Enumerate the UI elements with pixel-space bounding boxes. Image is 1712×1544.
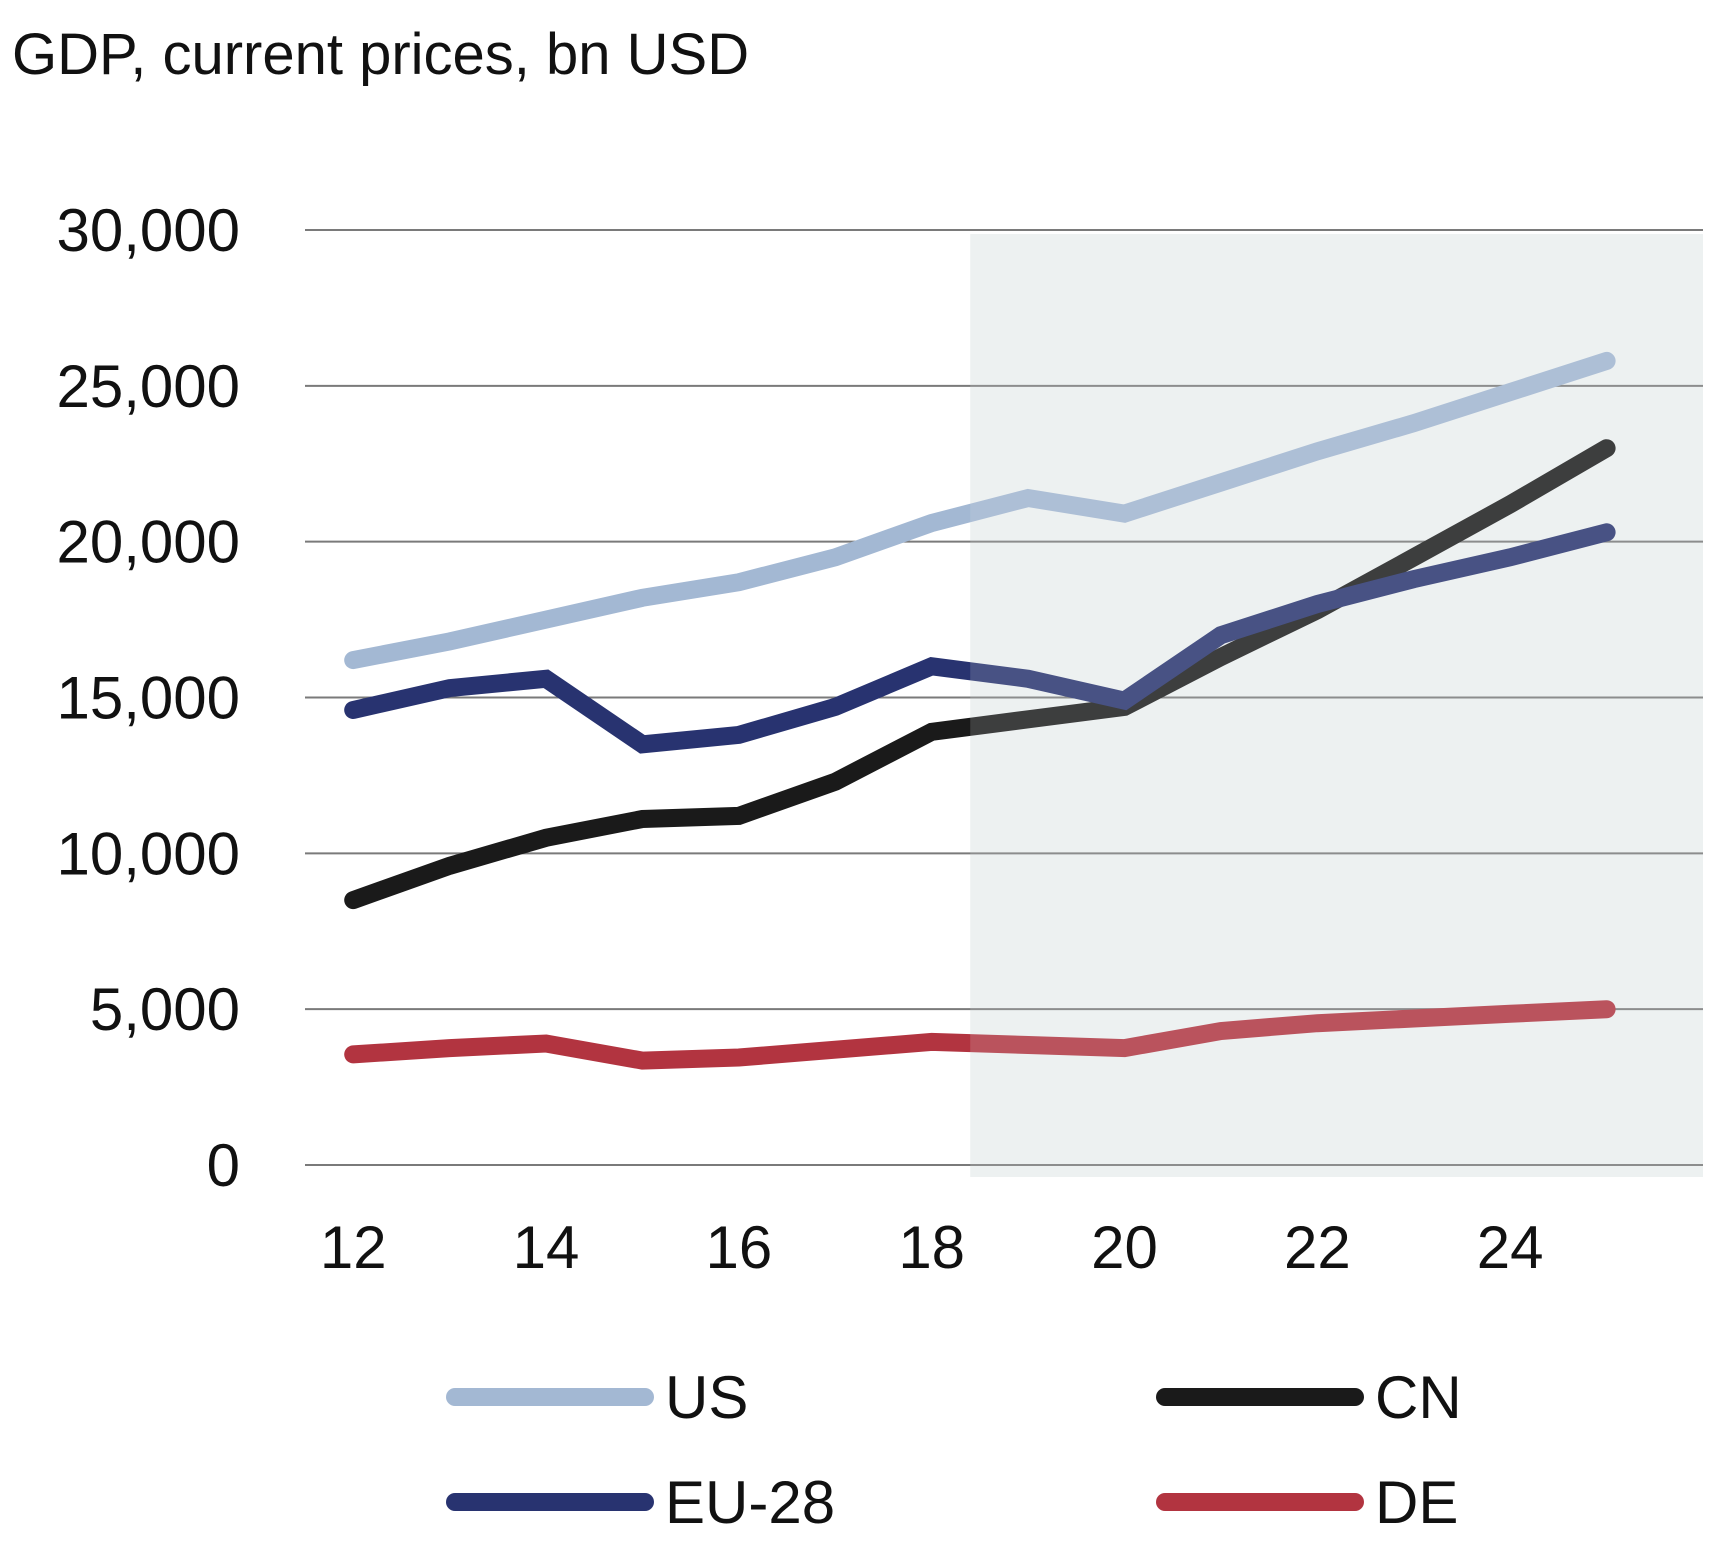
legend-label-us: US bbox=[665, 1364, 748, 1431]
y-axis-tick-labels: 0 5,000 10,000 15,000 20,000 25,000 30,000 bbox=[56, 197, 240, 1199]
series-line-de bbox=[344, 1000, 1616, 1070]
series-line-cn bbox=[344, 439, 1616, 910]
legend-label-de: DE bbox=[1375, 1469, 1458, 1536]
series-lines bbox=[344, 234, 1703, 1177]
series-line-us bbox=[344, 351, 1616, 670]
y-tick-label: 25,000 bbox=[56, 353, 240, 420]
series-line-eu-28 bbox=[344, 523, 1616, 754]
x-tick-label: 24 bbox=[1477, 1214, 1544, 1281]
x-tick-label: 16 bbox=[705, 1214, 772, 1281]
x-tick-label: 12 bbox=[320, 1214, 387, 1281]
gridlines bbox=[305, 229, 1703, 1166]
y-tick-label: 5,000 bbox=[90, 976, 240, 1043]
y-tick-label: 15,000 bbox=[56, 665, 240, 732]
y-tick-label: 20,000 bbox=[56, 509, 240, 576]
x-axis-tick-labels: 12 14 16 18 20 22 24 bbox=[320, 1214, 1544, 1281]
x-tick-label: 18 bbox=[898, 1214, 965, 1281]
chart-title: GDP, current prices, bn USD bbox=[12, 22, 749, 87]
y-tick-label: 30,000 bbox=[56, 197, 240, 264]
y-tick-label: 0 bbox=[207, 1132, 240, 1199]
forecast-overlay bbox=[970, 234, 1703, 1177]
legend: US CN EU-28 DE bbox=[446, 1364, 1462, 1536]
x-tick-label: 14 bbox=[513, 1214, 580, 1281]
legend-label-cn: CN bbox=[1375, 1364, 1462, 1431]
legend-label-eu-28: EU-28 bbox=[665, 1469, 835, 1536]
y-tick-label: 10,000 bbox=[56, 820, 240, 887]
x-tick-label: 22 bbox=[1284, 1214, 1351, 1281]
x-tick-label: 20 bbox=[1091, 1214, 1158, 1281]
